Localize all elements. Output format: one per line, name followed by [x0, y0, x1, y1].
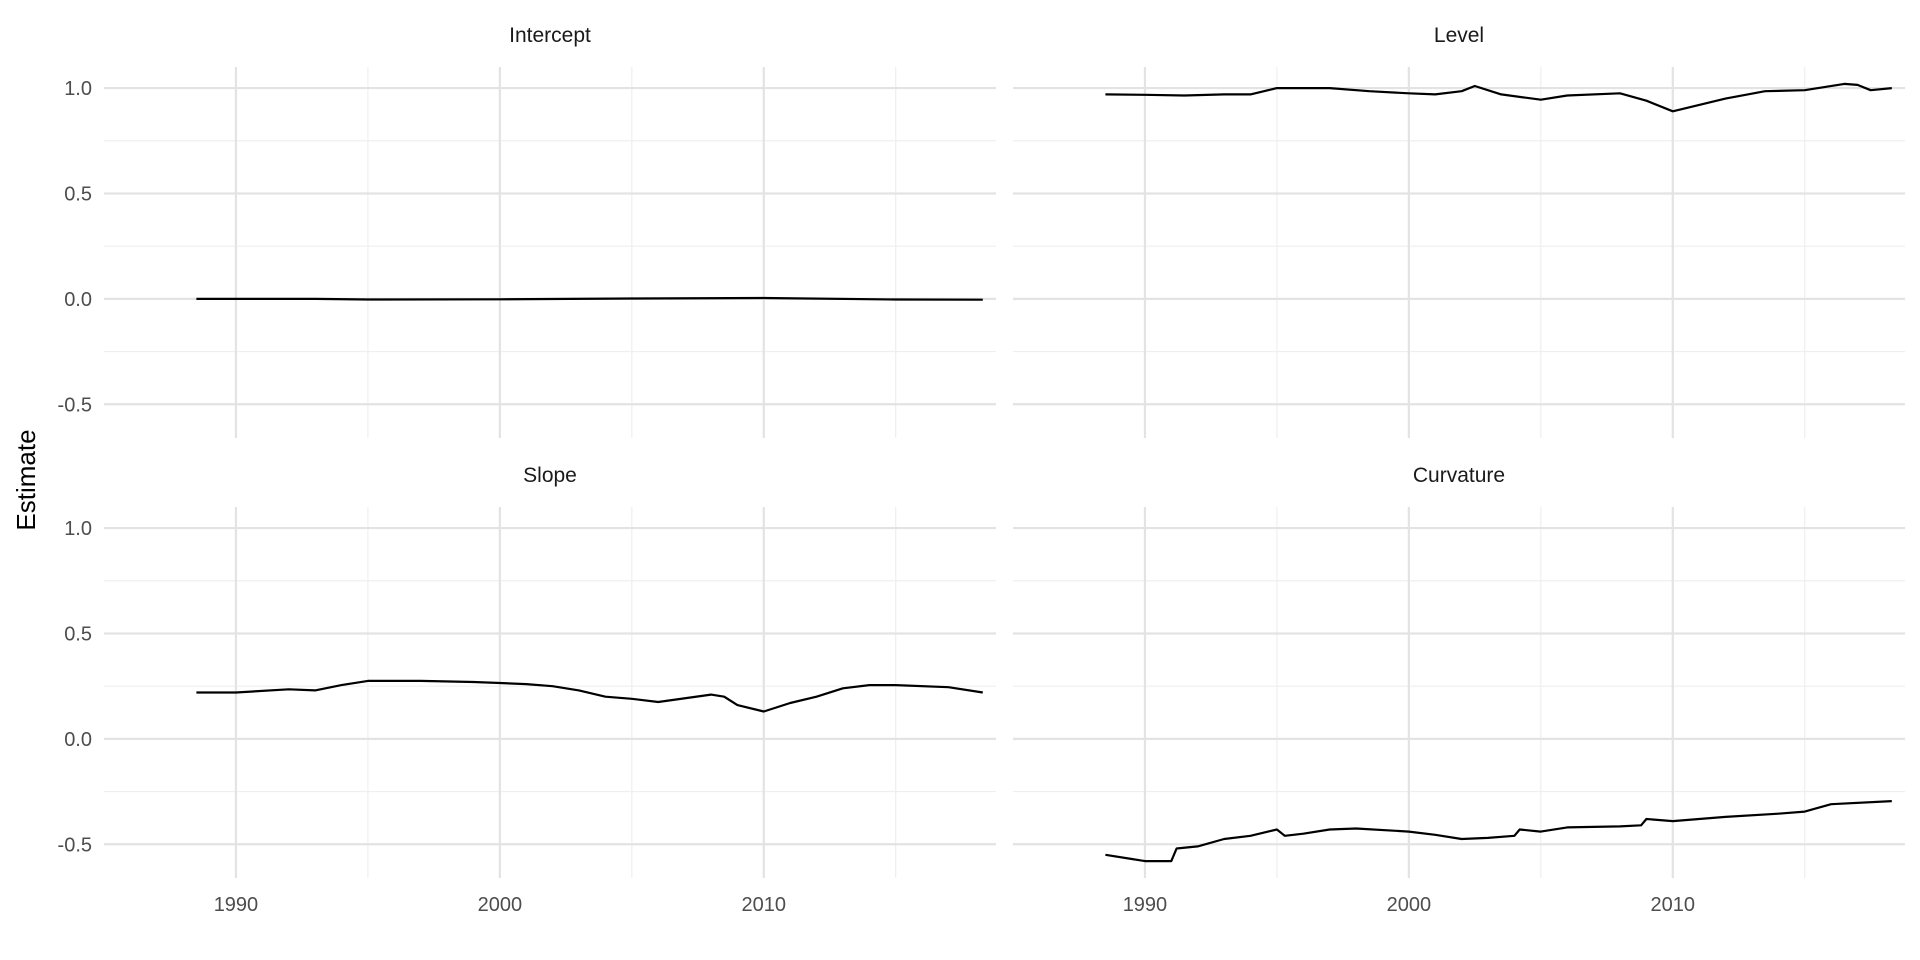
facet-panel-intercept: Intercept -0.5 0.0 0.5 1.0 — [58, 24, 996, 438]
facet-title: Level — [1434, 24, 1484, 47]
y-tick-label: 0.5 — [64, 183, 92, 205]
y-tick-label: 1.0 — [64, 78, 92, 100]
series-line-curvature — [1105, 800, 1892, 863]
x-tick-label: 2010 — [1651, 894, 1696, 916]
facet-panel-slope: Slope -0.5 0.0 0.5 1.0 1990 2000 2010 — [58, 464, 996, 916]
x-tick-label: 1990 — [214, 894, 259, 916]
y-tick-label: 0.0 — [64, 289, 92, 311]
series-line-level — [1105, 82, 1892, 113]
x-tick-label: 2000 — [478, 894, 523, 916]
facet-title: Curvature — [1413, 464, 1505, 487]
facet-panel-level: Level — [1013, 24, 1905, 438]
x-tick-label: 2000 — [1387, 894, 1432, 916]
series-line-slope — [196, 679, 983, 713]
facet-title: Intercept — [509, 24, 591, 47]
y-tick-label: 0.5 — [64, 623, 92, 645]
y-tick-label: 0.0 — [64, 729, 92, 751]
facet-panel-curvature: Curvature 1990 2000 2010 — [1013, 464, 1905, 916]
y-tick-label: -0.5 — [58, 834, 92, 856]
y-tick-label: 1.0 — [64, 518, 92, 540]
y-tick-label: -0.5 — [58, 394, 92, 416]
x-tick-label: 1990 — [1123, 894, 1168, 916]
facet-title: Slope — [523, 464, 577, 487]
series-line-intercept — [196, 296, 983, 301]
y-axis-label: Estimate — [11, 429, 41, 530]
x-tick-label: 2010 — [742, 894, 787, 916]
